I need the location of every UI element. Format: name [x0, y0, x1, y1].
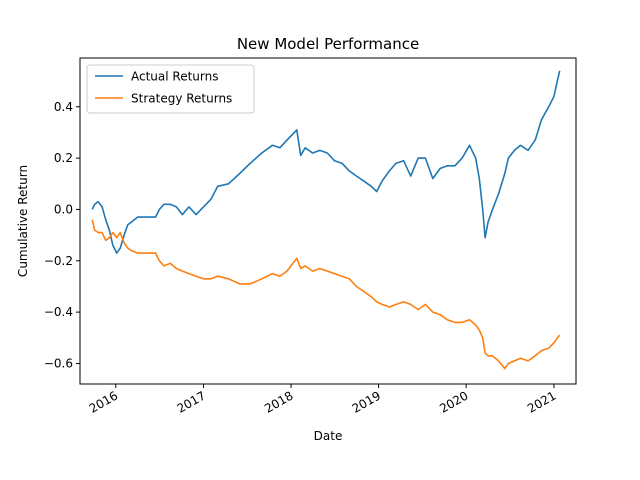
- y-tick-label-2: 0.0: [54, 202, 73, 216]
- y-tick-label-0: 0.4: [54, 100, 73, 114]
- series-layer: [91, 70, 561, 370]
- y-axis: 0.4 0.2 0.0 −0.2 −0.4 −0.6: [44, 100, 80, 370]
- series-line-strategy-returns: [91, 219, 561, 370]
- legend-label-actual-returns: Actual Returns: [131, 70, 218, 84]
- y-tick-label-1: 0.2: [54, 151, 73, 165]
- y-axis-label: Cumulative Return: [16, 165, 30, 277]
- legend-box: [86, 64, 255, 114]
- y-tick-label-4: −0.4: [44, 305, 73, 319]
- series-line-actual-returns: [91, 70, 561, 254]
- legend-label-strategy-returns: Strategy Returns: [131, 92, 232, 106]
- y-tick-label-3: −0.2: [44, 254, 73, 268]
- chart-title: New Model Performance: [237, 35, 419, 53]
- x-axis-label: Date: [314, 429, 343, 443]
- plot-frame: [79, 57, 577, 385]
- y-tick-label-5: −0.6: [44, 356, 73, 370]
- legend: Actual Returns Strategy Returns: [86, 64, 255, 114]
